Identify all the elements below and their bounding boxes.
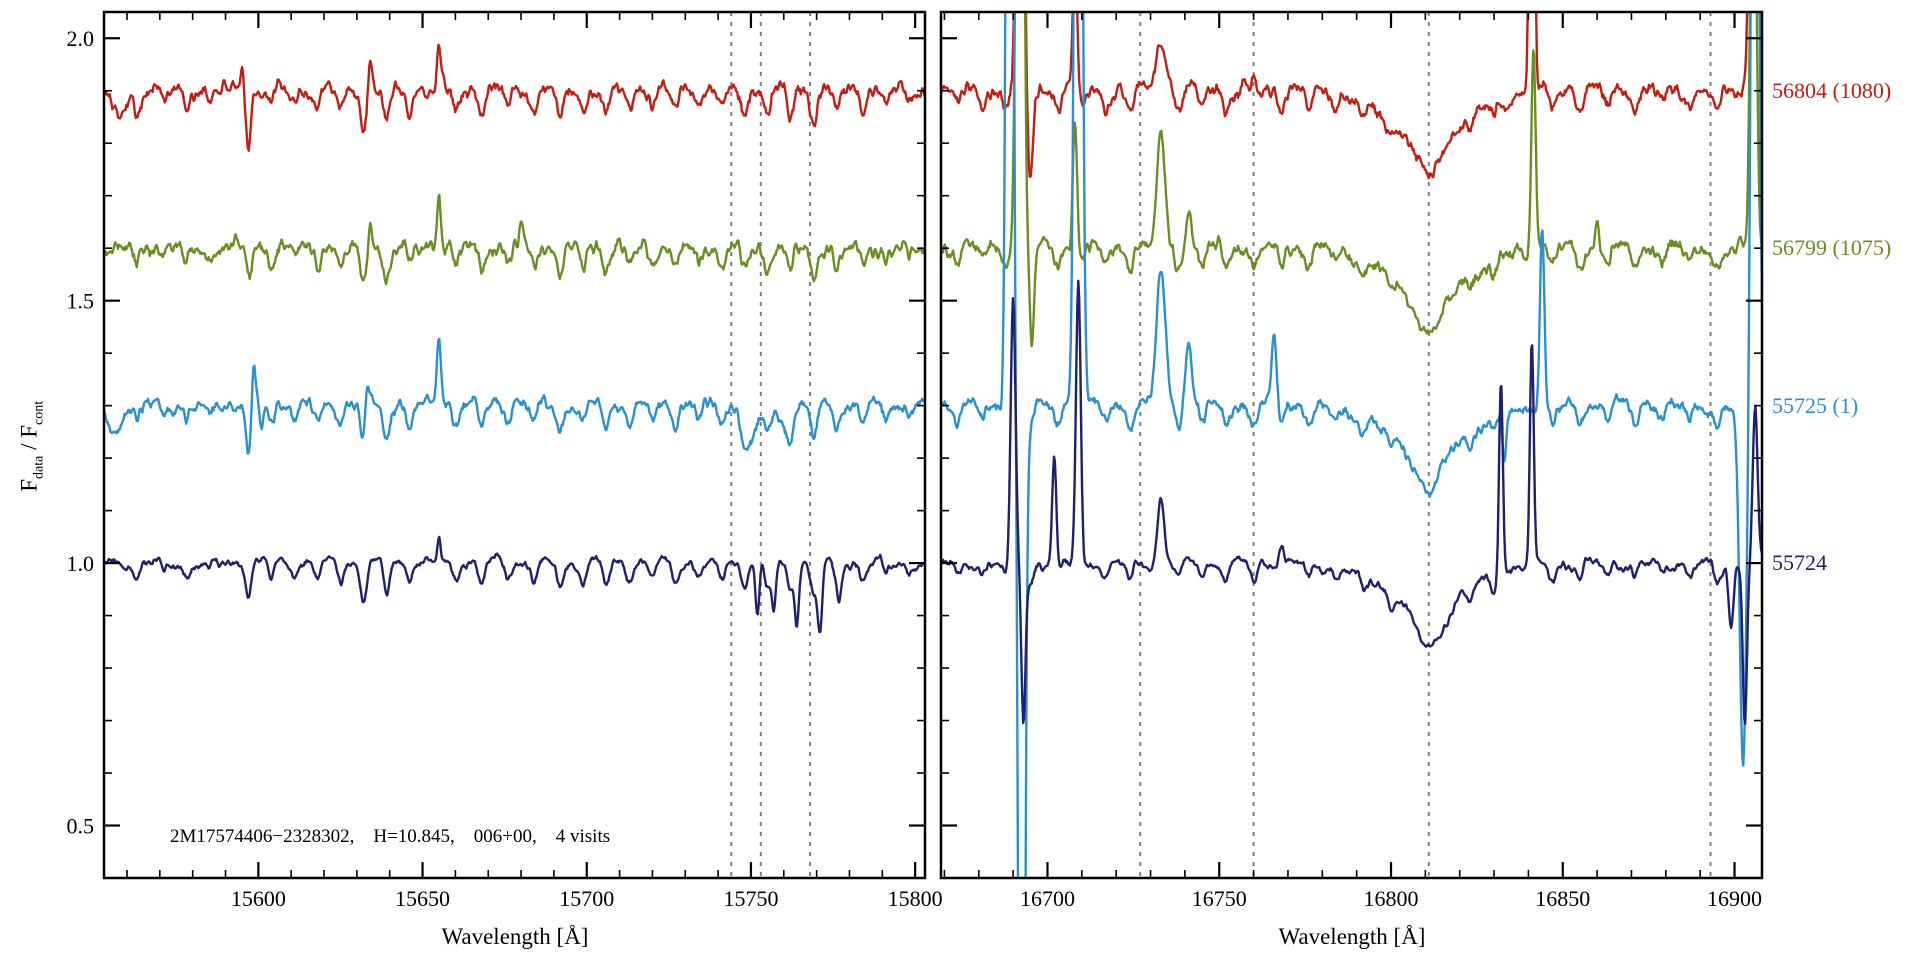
x-axis-label-left: Wavelength [Å] [441, 924, 589, 949]
spectrum-line-1 [941, 12, 1762, 348]
y-axis-label-sub-data: data [31, 455, 47, 479]
y-axis-label: Fdata / Fcont [17, 296, 48, 596]
x-tick-label: 15700 [559, 886, 614, 911]
x-axis-label-right: Wavelength [Å] [1278, 924, 1426, 949]
y-axis-label-mid: / F [16, 424, 42, 456]
spectrum-line-0 [104, 43, 925, 152]
spectrum-line-2 [104, 337, 925, 455]
spectrum-line-0 [941, 12, 1762, 180]
x-tick-label: 15800 [888, 886, 943, 911]
panel-border [939, 10, 1764, 880]
series-label-56799: 56799 (1075) [1772, 235, 1892, 261]
spectra-group [941, 12, 1762, 878]
series-label-55724: 55724 [1772, 550, 1827, 576]
series-label-55725: 55725 (1) [1772, 392, 1859, 418]
y-tick-label: 0.5 [67, 814, 95, 839]
y-tick-label: 1.5 [67, 289, 95, 314]
spectrum-line-3 [941, 279, 1762, 725]
y-tick-label: 1.0 [67, 551, 95, 576]
x-tick-label: 15600 [231, 886, 286, 911]
y-axis-label-f: F [16, 478, 42, 492]
x-tick-label: 16750 [1192, 886, 1247, 911]
spectra-group [104, 43, 925, 634]
x-tick-label: 15750 [723, 886, 778, 911]
panel-border [102, 10, 927, 880]
spectrum-line-1 [104, 193, 925, 286]
x-tick-label: 16700 [1020, 886, 1075, 911]
target-annotation: 2M17574406−2328302, H=10.845, 006+00, 4 … [170, 826, 611, 847]
x-tick-label: 16900 [1707, 886, 1762, 911]
series-label-56804: 56804 (1080) [1772, 77, 1892, 103]
x-tick-label: 16850 [1535, 886, 1590, 911]
spectrum-line-3 [104, 535, 925, 634]
x-tick-label: 15650 [395, 886, 450, 911]
spectrum-line-2 [941, 12, 1762, 878]
x-tick-label: 16800 [1364, 886, 1419, 911]
y-axis-label-sub-cont: cont [31, 400, 47, 425]
y-tick-label: 2.0 [67, 26, 95, 51]
